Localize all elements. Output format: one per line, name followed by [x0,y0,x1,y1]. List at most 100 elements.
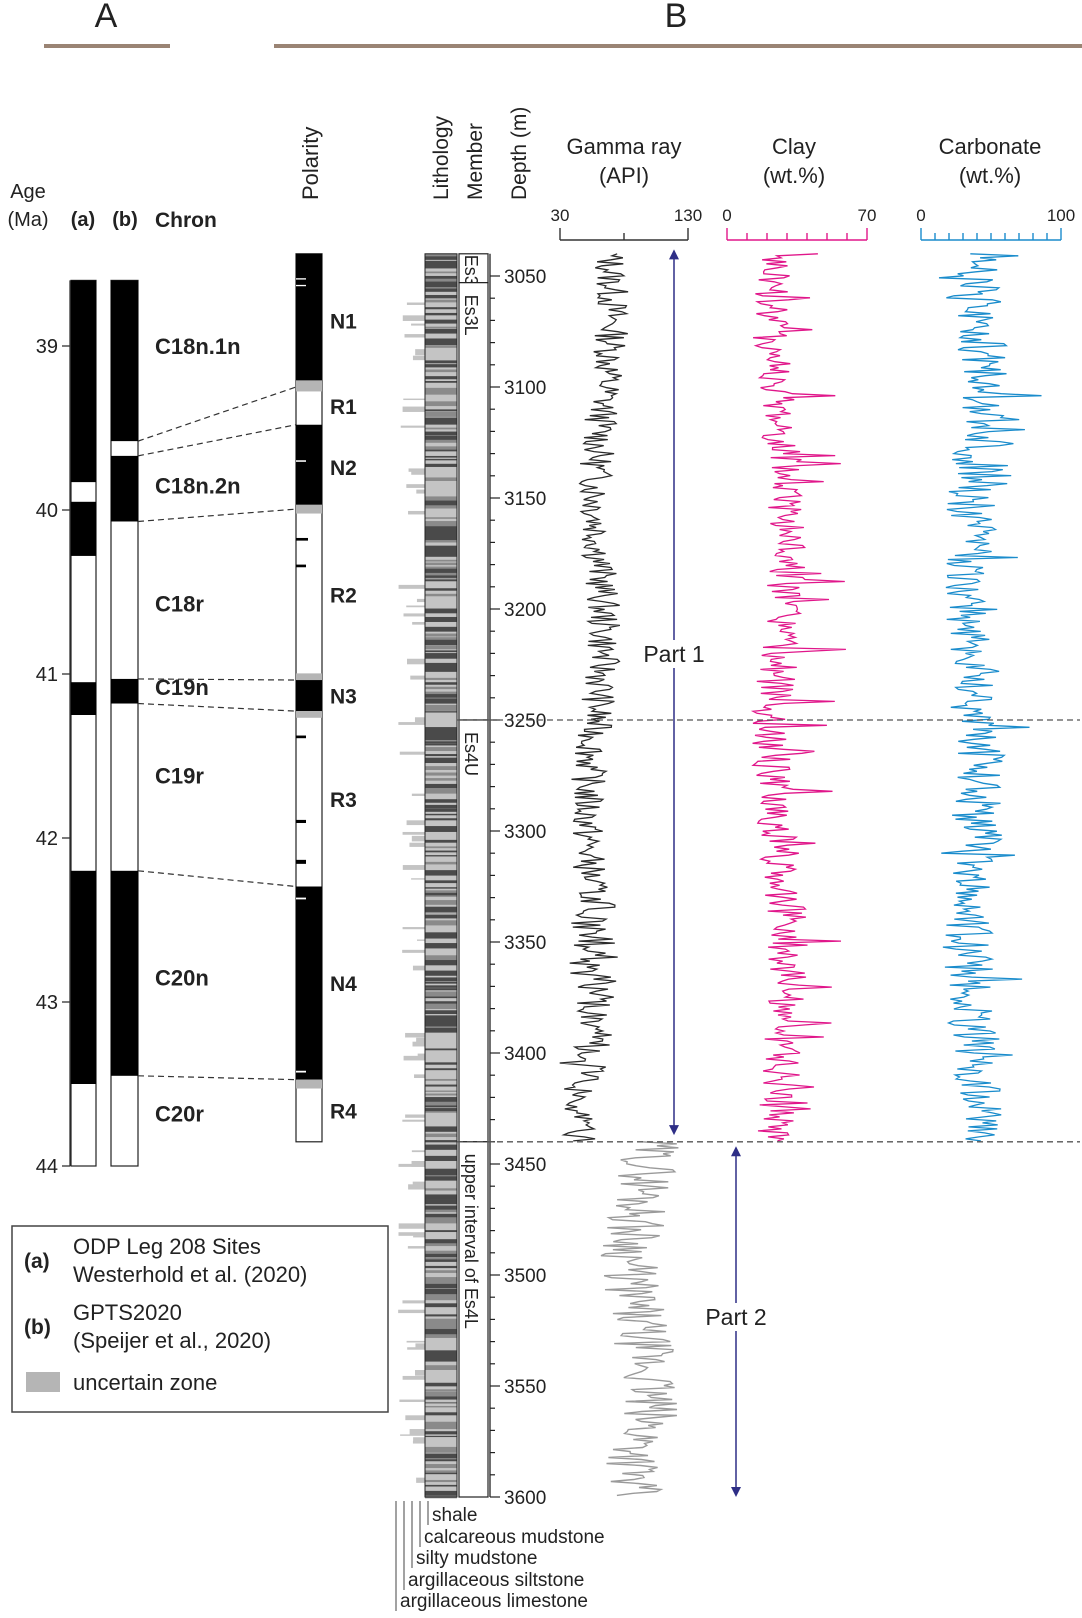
legend-box: (a) ODP Leg 208 Sites Westerhold et al. … [11,1225,389,1413]
lithology-band [425,1155,457,1162]
lithology-band [411,793,457,796]
part1-arrow-head-bottom [669,1125,679,1136]
lithology-band [425,1283,457,1289]
lithology-band [425,1250,457,1255]
lithology-band [405,1415,457,1421]
polarity-minor-interval [296,284,306,287]
lithology-band [425,1213,457,1218]
lithology-band [416,939,457,941]
lithology-band [425,932,457,938]
column-a-header: (a) [71,209,95,231]
lithology-band [425,1484,457,1487]
lithology-band [425,880,457,884]
lithology-band [425,446,457,451]
lithology-band [425,553,457,557]
lithology-band [411,1150,457,1153]
lithology-band [425,1188,457,1191]
lithology-band [425,1019,457,1024]
lithology-band [406,302,457,305]
lithology-band [425,783,457,789]
lithology-band [425,850,457,853]
lithology-band [425,256,457,260]
age-tick-label: 39 [36,336,58,358]
lithology-band [425,686,457,690]
polarity-minor-interval [296,735,306,739]
lithology-band [402,927,457,930]
lithology-band [425,281,457,288]
lithology-band [413,1437,457,1442]
clay-curve [750,253,846,1142]
lithology-band [425,1062,457,1065]
depth-tick-label: 3050 [504,267,546,288]
lithology-band [425,890,457,895]
age-header: Age [10,181,46,203]
lithology-band [425,1355,457,1361]
depth-tick-label: 3150 [504,489,546,510]
lithology-band [412,1181,457,1187]
lithology-band [425,1090,457,1092]
lithology-band [425,1068,457,1071]
lithology-legend-label: silty mudstone [416,1548,537,1569]
lithology-band [402,831,457,835]
depth-tick-label: 3600 [504,1488,546,1509]
polarity-minor-interval [296,537,308,541]
lithology-band [425,906,457,913]
lithology-band [425,1277,457,1284]
lithology-band [408,510,457,515]
legend-uncertain-text: uncertain zone [73,1370,217,1395]
lithology-band [425,579,457,582]
lithology-band [425,319,457,324]
carbonate-scale-min: 0 [916,206,925,225]
lithology-band [425,911,457,914]
lithology-band [425,278,457,283]
lithology-band [414,1074,457,1079]
carbonate-unit: (wt.%) [959,163,1021,188]
lithology-legend-label: shale [432,1505,477,1526]
lithology-band [425,778,457,781]
correlation-line [137,386,297,442]
lithology-band [425,1402,457,1404]
lithology-band [425,653,457,659]
gamma-ray-curve-part1 [559,253,630,1142]
lithology-band [425,645,457,650]
lithology-band [425,381,457,383]
depth-tick-label: 3500 [504,1266,546,1287]
lithology-band [425,1173,457,1176]
age-tick-label: 42 [36,828,58,850]
lithology-band [425,808,457,812]
panel-b-label: B [665,0,688,35]
lithology-band [425,593,457,597]
lithology-band [408,468,457,472]
lithology-band [425,1382,457,1387]
member-label: upper interval of Es4L [461,1154,481,1329]
lithology-band [425,517,457,519]
gamma-title: Gamma ray [567,134,682,159]
lithology-band [425,711,457,713]
member-interval [458,1141,489,1498]
lithology-band [402,865,457,870]
lithology-band [399,751,457,755]
depth-tick-label: 3550 [504,1377,546,1398]
part-arrows [636,249,774,1497]
lithology-band [425,730,457,737]
depth-tick-label: 3350 [504,933,546,954]
lithology-frame [424,253,458,1498]
chron-label: C18r [155,591,204,616]
lithology-band [425,1027,457,1033]
part1-arrow-head-top [669,249,679,260]
lithology-band [425,1084,457,1087]
lithology-band [405,1114,457,1118]
lithology-band [425,985,457,988]
lithology-band [425,735,457,741]
polarity-zone-label: N3 [330,686,357,709]
part1-label: Part 1 [643,641,704,667]
lithology-band [425,427,457,430]
lithology-band [425,1412,457,1417]
lithology-band [425,271,457,274]
lithology-band [403,613,457,617]
lithology-band [425,1421,457,1428]
lithology-band [413,1235,457,1238]
lithology-band [425,1217,457,1224]
depth-axis: 3050 3100 3150 3200 3250 3300 3350 3400 3450 3500… [489,253,546,1509]
lithology-band [425,526,457,531]
